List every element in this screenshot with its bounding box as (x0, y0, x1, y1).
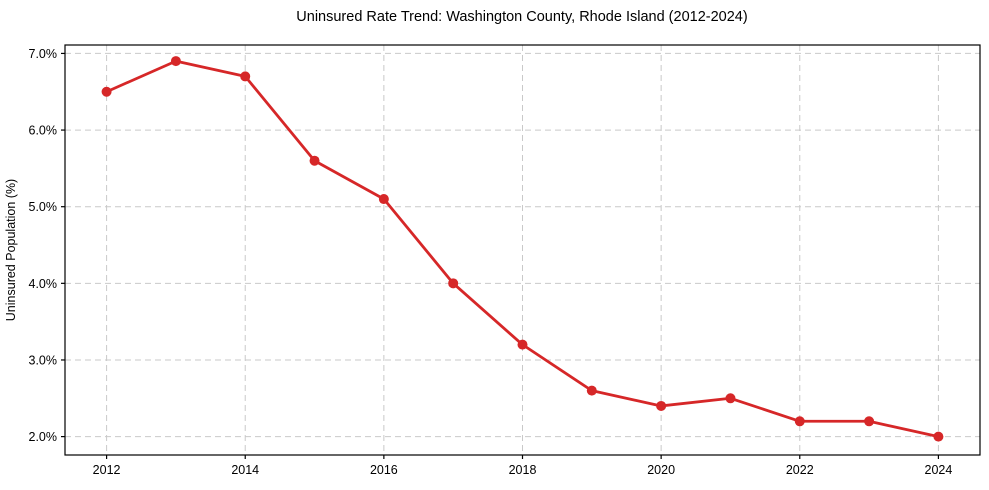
data-point (517, 339, 528, 350)
data-point (170, 56, 181, 67)
y-tick-label: 3.0% (29, 353, 58, 367)
x-tick-label: 2024 (925, 463, 953, 477)
x-tick-label: 2012 (93, 463, 121, 477)
y-tick-label: 7.0% (29, 47, 58, 61)
y-tick-label: 4.0% (29, 277, 58, 291)
x-tick-label: 2014 (231, 463, 259, 477)
data-point (101, 86, 112, 97)
data-point (448, 278, 459, 289)
data-point (378, 194, 389, 205)
axis-ticks (61, 52, 940, 459)
x-tick-label: 2020 (647, 463, 675, 477)
data-point (656, 400, 667, 411)
y-tick-label: 6.0% (29, 124, 58, 138)
x-tick-label: 2018 (509, 463, 537, 477)
data-point (794, 416, 805, 427)
data-point (933, 431, 944, 442)
y-tick-label: 5.0% (29, 200, 58, 214)
x-tick-labels: 2012 2014 2016 2018 2020 2022 2024 (93, 463, 953, 477)
uninsured-rate-series (101, 56, 944, 442)
data-point (240, 71, 251, 82)
y-tick-label: 2.0% (29, 430, 58, 444)
data-point (586, 385, 597, 396)
data-point (309, 155, 320, 166)
y-tick-labels: 2.0% 3.0% 4.0% 5.0% 6.0% 7.0% (29, 47, 58, 444)
data-point (864, 416, 875, 427)
x-tick-label: 2016 (370, 463, 398, 477)
data-point (725, 393, 736, 404)
chart-title: Uninsured Rate Trend: Washington County,… (296, 9, 747, 25)
x-tick-label: 2022 (786, 463, 814, 477)
y-axis-label: Uninsured Population (%) (4, 179, 18, 321)
gridlines (65, 45, 980, 455)
